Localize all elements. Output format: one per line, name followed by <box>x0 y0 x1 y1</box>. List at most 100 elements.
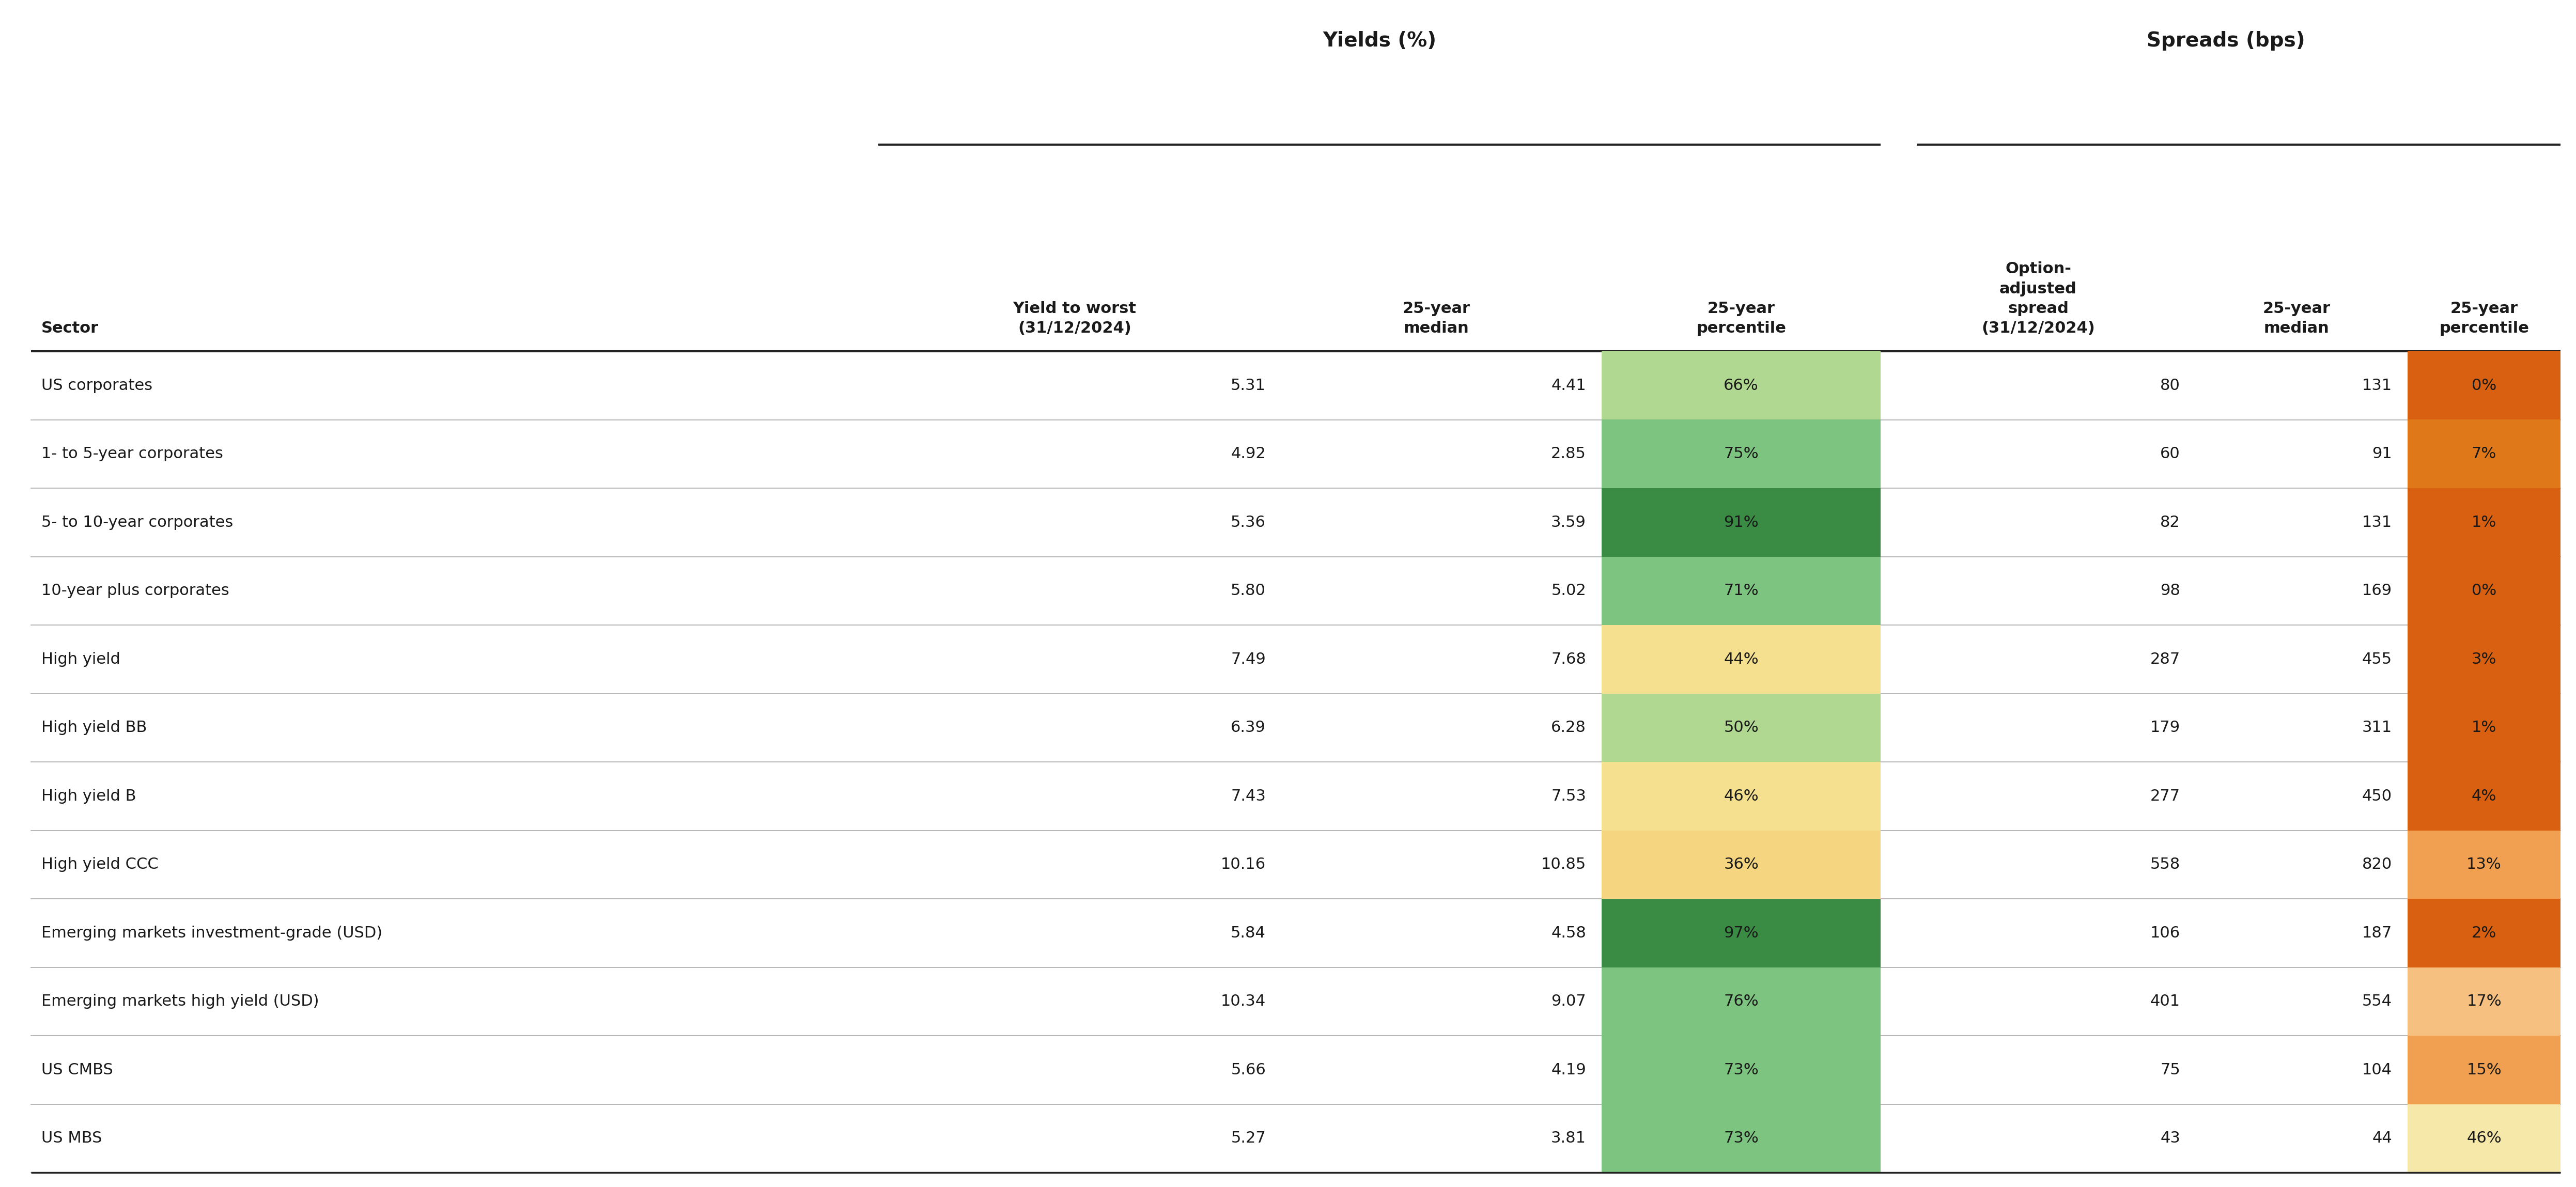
Text: High yield: High yield <box>41 652 121 667</box>
Text: 10-year plus corporates: 10-year plus corporates <box>41 583 229 598</box>
Text: 287: 287 <box>2151 652 2179 667</box>
Text: 50%: 50% <box>1723 721 1759 735</box>
Text: 1%: 1% <box>2470 515 2496 529</box>
Text: Spreads (bps): Spreads (bps) <box>2146 31 2306 51</box>
Text: Sector: Sector <box>41 320 98 336</box>
Bar <box>2409 557 2561 626</box>
Bar <box>2409 420 2561 488</box>
Bar <box>1602 488 1880 557</box>
Text: 46%: 46% <box>2468 1131 2501 1145</box>
Bar <box>2409 693 2561 762</box>
Text: 311: 311 <box>2362 721 2393 735</box>
Bar <box>2409 1035 2561 1104</box>
Text: 3.81: 3.81 <box>1551 1131 1587 1145</box>
Text: 9.07: 9.07 <box>1551 994 1587 1009</box>
Bar <box>1602 1104 1880 1173</box>
Bar <box>2409 488 2561 557</box>
Text: 43: 43 <box>2161 1131 2179 1145</box>
Text: 401: 401 <box>2151 994 2179 1009</box>
Bar <box>1602 420 1880 488</box>
Text: 131: 131 <box>2362 377 2393 393</box>
Text: 450: 450 <box>2362 788 2393 804</box>
Text: 169: 169 <box>2362 583 2393 598</box>
Text: 73%: 73% <box>1723 1131 1759 1145</box>
Text: 7.49: 7.49 <box>1231 652 1265 667</box>
Bar <box>2409 899 2561 967</box>
Text: 179: 179 <box>2151 721 2179 735</box>
Text: 106: 106 <box>2151 926 2179 940</box>
Bar <box>2409 762 2561 831</box>
Bar <box>1602 351 1880 420</box>
Text: 5.02: 5.02 <box>1551 583 1587 598</box>
Text: 5.66: 5.66 <box>1231 1062 1265 1078</box>
Text: 25-year
percentile: 25-year percentile <box>2439 301 2530 336</box>
Text: Yield to worst
(31/12/2024): Yield to worst (31/12/2024) <box>1012 301 1136 336</box>
Text: 820: 820 <box>2362 857 2393 872</box>
Text: 5.31: 5.31 <box>1231 377 1265 393</box>
Text: 7.53: 7.53 <box>1551 788 1587 804</box>
Text: 82: 82 <box>2161 515 2179 529</box>
Bar <box>2409 626 2561 693</box>
Text: 131: 131 <box>2362 515 2393 529</box>
Text: 71%: 71% <box>1723 583 1759 598</box>
Text: High yield BB: High yield BB <box>41 721 147 735</box>
Bar <box>2409 1104 2561 1173</box>
Text: 91%: 91% <box>1723 515 1759 529</box>
Text: 25-year
percentile: 25-year percentile <box>1695 301 1785 336</box>
Text: 46%: 46% <box>1723 788 1759 804</box>
Text: 13%: 13% <box>2468 857 2501 872</box>
Text: 277: 277 <box>2151 788 2179 804</box>
Text: 3%: 3% <box>2470 652 2496 667</box>
Text: US corporates: US corporates <box>41 377 152 393</box>
Bar <box>2409 831 2561 899</box>
Text: 7.43: 7.43 <box>1231 788 1265 804</box>
Text: 36%: 36% <box>1723 857 1759 872</box>
Text: 66%: 66% <box>1723 377 1759 393</box>
Text: 7%: 7% <box>2470 446 2496 462</box>
Text: 17%: 17% <box>2468 994 2501 1009</box>
Bar <box>1602 626 1880 693</box>
Text: 1- to 5-year corporates: 1- to 5-year corporates <box>41 446 224 462</box>
Text: 4.41: 4.41 <box>1551 377 1587 393</box>
Bar <box>1602 762 1880 831</box>
Text: 10.16: 10.16 <box>1221 857 1265 872</box>
Text: 2.85: 2.85 <box>1551 446 1587 462</box>
Text: Yields (%): Yields (%) <box>1321 31 1437 51</box>
Text: 5.80: 5.80 <box>1231 583 1265 598</box>
Text: 0%: 0% <box>2470 583 2496 598</box>
Text: 80: 80 <box>2161 377 2179 393</box>
Text: High yield CCC: High yield CCC <box>41 857 160 872</box>
Text: 4.19: 4.19 <box>1551 1062 1587 1078</box>
Bar <box>1602 693 1880 762</box>
Text: 5.27: 5.27 <box>1231 1131 1265 1145</box>
Text: 73%: 73% <box>1723 1062 1759 1078</box>
Text: 44: 44 <box>2372 1131 2393 1145</box>
Text: Emerging markets high yield (USD): Emerging markets high yield (USD) <box>41 994 319 1009</box>
Text: 75: 75 <box>2161 1062 2179 1078</box>
Text: 15%: 15% <box>2468 1062 2501 1078</box>
Text: 44%: 44% <box>1723 652 1759 667</box>
Bar <box>1602 557 1880 626</box>
Text: 75%: 75% <box>1723 446 1759 462</box>
Text: 6.28: 6.28 <box>1551 721 1587 735</box>
Text: 0%: 0% <box>2470 377 2496 393</box>
Text: 4.58: 4.58 <box>1551 926 1587 940</box>
Text: 558: 558 <box>2151 857 2179 872</box>
Text: 455: 455 <box>2362 652 2393 667</box>
Text: 97%: 97% <box>1723 926 1759 940</box>
Text: Emerging markets investment-grade (USD): Emerging markets investment-grade (USD) <box>41 926 381 940</box>
Text: 6.39: 6.39 <box>1231 721 1265 735</box>
Text: US CMBS: US CMBS <box>41 1062 113 1078</box>
Text: 25-year
median: 25-year median <box>2262 301 2331 336</box>
Text: 7.68: 7.68 <box>1551 652 1587 667</box>
Text: 1%: 1% <box>2470 721 2496 735</box>
Text: US MBS: US MBS <box>41 1131 103 1145</box>
Text: 5.36: 5.36 <box>1231 515 1265 529</box>
Bar <box>1602 899 1880 967</box>
Bar <box>2409 351 2561 420</box>
Text: 104: 104 <box>2362 1062 2393 1078</box>
Text: High yield B: High yield B <box>41 788 137 804</box>
Text: 554: 554 <box>2362 994 2393 1009</box>
Text: 76%: 76% <box>1723 994 1759 1009</box>
Bar <box>1602 967 1880 1035</box>
